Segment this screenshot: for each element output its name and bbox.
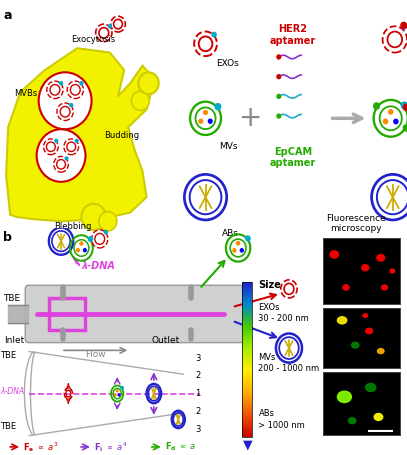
Text: $\mathbf{F_e}$ $\propto$ $a^3$: $\mathbf{F_e}$ $\propto$ $a^3$ <box>23 440 59 454</box>
Circle shape <box>382 285 387 290</box>
Circle shape <box>337 317 347 324</box>
Text: TBE: TBE <box>0 422 16 431</box>
Circle shape <box>116 390 118 392</box>
Circle shape <box>77 249 79 252</box>
Circle shape <box>104 230 107 234</box>
Circle shape <box>199 119 203 123</box>
Text: Size: Size <box>258 280 281 290</box>
Circle shape <box>277 95 281 98</box>
Text: TBE: TBE <box>3 293 20 303</box>
Circle shape <box>88 237 92 241</box>
Text: 2: 2 <box>195 407 201 416</box>
Circle shape <box>59 81 63 85</box>
Text: a: a <box>3 9 12 22</box>
Circle shape <box>212 32 216 37</box>
Circle shape <box>233 249 236 252</box>
Circle shape <box>352 342 359 348</box>
Circle shape <box>378 349 384 354</box>
Circle shape <box>374 414 383 420</box>
Circle shape <box>75 139 78 142</box>
Circle shape <box>277 114 281 118</box>
Text: $\mathbf{F_i}$ $\propto$ $a^4$: $\mathbf{F_i}$ $\propto$ $a^4$ <box>94 440 128 454</box>
Circle shape <box>383 119 387 124</box>
Text: MVBs: MVBs <box>14 89 37 98</box>
Text: Budding: Budding <box>105 131 140 140</box>
Circle shape <box>115 394 116 396</box>
Text: ABs: ABs <box>221 229 239 238</box>
Circle shape <box>55 139 58 142</box>
Circle shape <box>365 384 376 391</box>
Circle shape <box>277 75 281 79</box>
Circle shape <box>403 104 407 111</box>
Text: 3: 3 <box>195 425 201 434</box>
Circle shape <box>403 125 407 131</box>
Text: TBE: TBE <box>0 351 16 360</box>
Text: Flow: Flow <box>85 350 106 359</box>
Circle shape <box>246 236 250 241</box>
Circle shape <box>70 104 73 107</box>
Circle shape <box>401 22 407 29</box>
Bar <box>49 298 85 330</box>
Text: Outlet: Outlet <box>152 336 180 345</box>
Circle shape <box>337 391 351 403</box>
Circle shape <box>374 103 379 109</box>
Circle shape <box>99 212 117 231</box>
Circle shape <box>363 314 368 318</box>
Circle shape <box>365 329 373 334</box>
Text: Fluorescence
microscopy: Fluorescence microscopy <box>326 213 386 233</box>
Circle shape <box>39 72 92 129</box>
Circle shape <box>121 386 123 389</box>
Text: ▼: ▼ <box>243 438 252 451</box>
Text: HER2
aptamer: HER2 aptamer <box>270 24 316 46</box>
Text: Inlet: Inlet <box>4 336 25 345</box>
Circle shape <box>240 249 243 252</box>
Circle shape <box>81 204 106 230</box>
Circle shape <box>80 242 83 245</box>
Circle shape <box>80 81 83 85</box>
Circle shape <box>401 102 407 109</box>
Text: +: + <box>239 104 262 132</box>
Circle shape <box>208 119 212 123</box>
Text: 2: 2 <box>195 371 201 380</box>
Text: EpCAM
aptamer: EpCAM aptamer <box>270 147 316 168</box>
Text: MVs: MVs <box>219 142 237 152</box>
Text: MVs
200 - 1000 nm: MVs 200 - 1000 nm <box>258 353 319 373</box>
Circle shape <box>377 254 385 261</box>
Circle shape <box>83 249 86 252</box>
Text: EXOs
30 - 200 nm: EXOs 30 - 200 nm <box>258 303 309 323</box>
Circle shape <box>65 157 68 160</box>
Text: Exocytosis: Exocytosis <box>72 35 116 44</box>
Text: λ-DNA: λ-DNA <box>0 387 24 395</box>
Circle shape <box>236 242 240 245</box>
Circle shape <box>348 418 356 424</box>
Circle shape <box>389 110 393 114</box>
Text: 1: 1 <box>195 389 201 398</box>
Circle shape <box>204 111 208 115</box>
Circle shape <box>215 104 221 110</box>
Circle shape <box>131 91 149 111</box>
Circle shape <box>277 55 281 59</box>
Text: λ-DNA: λ-DNA <box>81 261 115 271</box>
Text: EXOs: EXOs <box>217 59 239 68</box>
Circle shape <box>343 285 349 290</box>
Circle shape <box>108 25 112 28</box>
Text: b: b <box>3 231 12 244</box>
Circle shape <box>330 251 339 258</box>
Circle shape <box>362 265 369 271</box>
Circle shape <box>394 119 398 124</box>
Circle shape <box>37 129 85 182</box>
Circle shape <box>390 269 395 273</box>
Polygon shape <box>6 48 155 221</box>
Circle shape <box>118 394 120 396</box>
Circle shape <box>138 72 159 94</box>
Text: Blebbing: Blebbing <box>55 222 92 231</box>
Text: ABs
> 1000 nm: ABs > 1000 nm <box>258 410 305 430</box>
FancyBboxPatch shape <box>25 285 243 343</box>
Text: 3: 3 <box>195 354 201 363</box>
Text: $\mathbf{F_d}$ $\propto$ $a$: $\mathbf{F_d}$ $\propto$ $a$ <box>165 441 196 453</box>
